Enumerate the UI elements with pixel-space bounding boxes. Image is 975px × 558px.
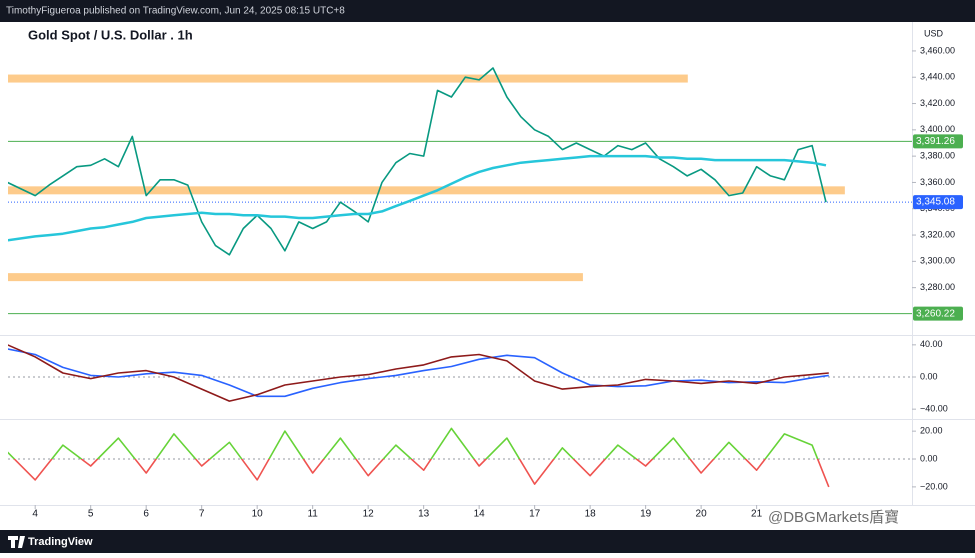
brand: TradingView: [28, 536, 93, 548]
pane: [8, 344, 912, 402]
level-label: 3,391.26: [916, 136, 955, 147]
x-tick-label: 4: [32, 509, 38, 520]
pane: [8, 427, 912, 488]
currency: USD: [924, 28, 944, 38]
last-price-label: 3,345.08: [916, 197, 955, 208]
x-tick-label: 17: [529, 509, 541, 520]
x-tick-label: 21: [751, 509, 763, 520]
y-tick-label: 3,440.00: [920, 72, 955, 82]
series-line: [8, 348, 829, 398]
y-tick-label: 0.00: [920, 453, 938, 463]
y-tick-label: 3,360.00: [920, 177, 955, 187]
series-line: [8, 344, 829, 402]
pane: [8, 67, 912, 315]
x-tick-label: 14: [474, 509, 486, 520]
chart-title: Gold Spot / U.S. Dollar . 1h: [28, 27, 193, 42]
x-tick-label: 12: [363, 509, 375, 520]
x-tick-label: 7: [199, 509, 205, 520]
x-tick-label: 20: [696, 509, 708, 520]
x-tick-label: 13: [418, 509, 430, 520]
y-tick-label: 3,380.00: [920, 151, 955, 161]
y-tick-label: 40.00: [920, 339, 943, 349]
y-tick-label: 3,420.00: [920, 98, 955, 108]
y-tick-label: 3,460.00: [920, 45, 955, 55]
watermark: @DBGMarkets盾寶: [768, 508, 899, 526]
x-tick-label: 18: [585, 509, 597, 520]
y-tick-label: 0.00: [920, 371, 938, 381]
y-tick-label: 20.00: [920, 426, 943, 436]
y-tick-label: 3,320.00: [920, 229, 955, 239]
x-tick-label: 5: [88, 509, 94, 520]
x-tick-label: 10: [252, 509, 264, 520]
zone: [8, 74, 688, 83]
y-tick-label: 3,280.00: [920, 282, 955, 292]
logo: [8, 536, 25, 548]
header-bar: [0, 0, 975, 22]
level-badge: [913, 134, 963, 149]
x-tick-label: 11: [307, 509, 318, 520]
byline: TimothyFigueroa published on TradingView…: [6, 6, 345, 17]
last-price-badge: [913, 195, 963, 210]
level-badge: [913, 306, 963, 321]
y-tick-label: 3,400.00: [920, 124, 955, 134]
x-tick-label: 6: [143, 509, 149, 520]
y-tick-label: −40.00: [920, 404, 948, 414]
x-tick-label: 19: [640, 509, 652, 520]
series-line: [8, 67, 827, 256]
footer-bar: [0, 530, 975, 553]
zone: [8, 186, 845, 195]
y-tick-label: −20.00: [920, 481, 948, 491]
y-tick-label: 3,300.00: [920, 256, 955, 266]
level-label: 3,260.22: [916, 308, 955, 319]
series-line: [8, 427, 830, 488]
zone: [8, 273, 583, 282]
series-line: [8, 154, 827, 242]
